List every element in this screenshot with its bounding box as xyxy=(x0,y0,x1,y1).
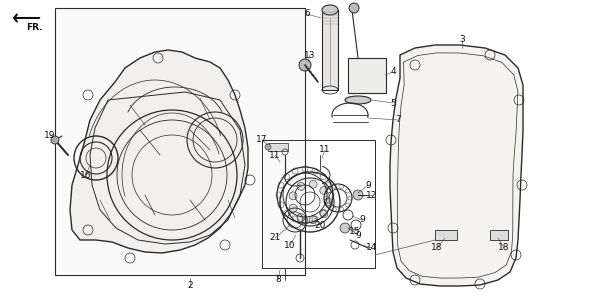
Bar xyxy=(348,58,386,93)
Circle shape xyxy=(353,190,363,200)
Circle shape xyxy=(340,223,350,233)
Circle shape xyxy=(297,182,305,191)
Text: 18: 18 xyxy=(498,244,510,253)
Bar xyxy=(322,10,338,90)
Polygon shape xyxy=(390,45,523,286)
Text: FR.: FR. xyxy=(26,23,42,32)
Circle shape xyxy=(320,186,328,194)
Text: 20: 20 xyxy=(314,221,326,229)
Text: 2: 2 xyxy=(187,281,193,290)
Text: 11: 11 xyxy=(269,150,281,160)
Text: 11: 11 xyxy=(319,145,331,154)
Bar xyxy=(268,143,288,151)
Text: 3: 3 xyxy=(459,36,465,45)
Text: 8: 8 xyxy=(275,275,281,284)
Bar xyxy=(435,230,457,240)
Circle shape xyxy=(289,204,297,212)
Text: 13: 13 xyxy=(304,51,316,60)
Circle shape xyxy=(320,209,328,218)
Text: 15: 15 xyxy=(349,228,360,237)
Text: 7: 7 xyxy=(395,116,401,125)
Circle shape xyxy=(349,3,359,13)
Ellipse shape xyxy=(345,96,371,104)
Text: 4: 4 xyxy=(390,67,396,76)
Text: 5: 5 xyxy=(390,98,396,107)
Circle shape xyxy=(297,214,305,222)
Text: 9: 9 xyxy=(365,181,371,190)
Text: 9: 9 xyxy=(355,231,361,240)
Circle shape xyxy=(265,144,271,150)
Circle shape xyxy=(324,198,332,206)
Text: 9: 9 xyxy=(359,216,365,225)
Text: 17: 17 xyxy=(256,135,268,144)
Bar xyxy=(490,230,508,240)
Text: 18: 18 xyxy=(431,244,442,253)
Text: 12: 12 xyxy=(366,191,378,200)
Bar xyxy=(262,140,375,268)
Text: 16: 16 xyxy=(80,170,92,179)
Text: 14: 14 xyxy=(366,244,378,253)
Ellipse shape xyxy=(322,5,338,15)
Text: 21: 21 xyxy=(269,234,281,243)
Bar xyxy=(55,8,305,275)
Text: 6: 6 xyxy=(304,10,310,18)
Circle shape xyxy=(51,136,59,144)
Circle shape xyxy=(309,180,317,188)
Text: 10: 10 xyxy=(284,240,296,250)
Circle shape xyxy=(299,59,311,71)
Text: 19: 19 xyxy=(44,131,55,139)
Circle shape xyxy=(289,192,297,200)
Polygon shape xyxy=(70,50,248,253)
Circle shape xyxy=(309,216,317,224)
